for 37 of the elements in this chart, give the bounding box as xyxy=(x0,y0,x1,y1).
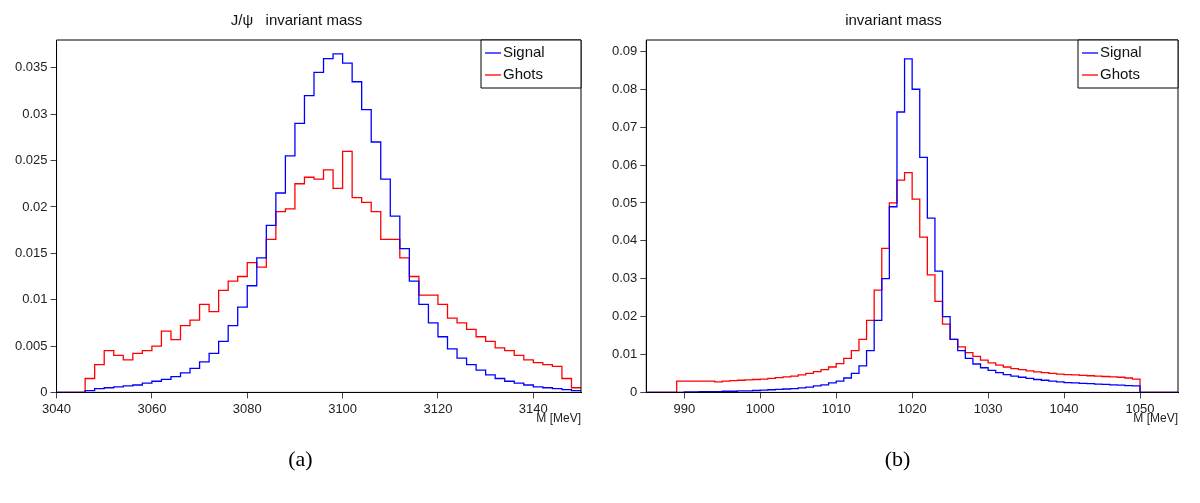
x-tick-label: 1040 xyxy=(1049,400,1079,416)
x-tick-label: 1010 xyxy=(821,400,851,416)
y-tick-label: 0.04 xyxy=(611,232,638,248)
x-tick-label: 1030 xyxy=(973,400,1003,416)
y-tick-label: 0.08 xyxy=(611,80,638,96)
y-tick-label: 0.005 xyxy=(14,337,48,353)
chart-title: invariant mass xyxy=(845,11,942,29)
y-tick-label: 0.09 xyxy=(611,42,638,58)
x-tick-label: 3040 xyxy=(42,400,71,416)
x-tick-label: 3100 xyxy=(328,400,358,416)
text: (a) xyxy=(287,446,314,472)
y-tick-label: 0.06 xyxy=(611,156,638,172)
x-tick-label: 1000 xyxy=(745,400,775,416)
x-tick-label: 1020 xyxy=(897,400,927,416)
y-tick-label: 0.025 xyxy=(14,152,48,168)
y-tick-label: 0.01 xyxy=(611,346,638,362)
text: (b) xyxy=(883,446,912,472)
x-tick-label: 990 xyxy=(673,400,696,416)
y-tick-label: 0.05 xyxy=(611,194,638,210)
chart-title: J/ψ invariant mass xyxy=(230,11,363,29)
y-tick-label: 0.03 xyxy=(22,105,48,121)
legend-label: Ghots xyxy=(503,65,544,83)
y-tick-label: 0.015 xyxy=(14,244,48,260)
x-tick-label: 3060 xyxy=(137,400,167,416)
y-tick-label: 0.01 xyxy=(22,291,48,307)
x-tick-label: 3120 xyxy=(423,400,453,416)
legend-label: Ghots xyxy=(1100,65,1141,83)
y-tick-label: 0.02 xyxy=(611,308,638,324)
y-tick-label: 0.02 xyxy=(22,198,48,214)
legend-label: Signal xyxy=(1100,43,1142,61)
legend-label: Signal xyxy=(503,43,545,61)
y-tick-label: 0 xyxy=(40,383,48,399)
y-tick-label: 0.035 xyxy=(14,59,48,75)
y-tick-label: 0 xyxy=(630,383,638,399)
y-tick-label: 0.07 xyxy=(611,118,638,134)
x-tick-label: 3080 xyxy=(232,400,262,416)
y-tick-label: 0.03 xyxy=(611,270,638,286)
